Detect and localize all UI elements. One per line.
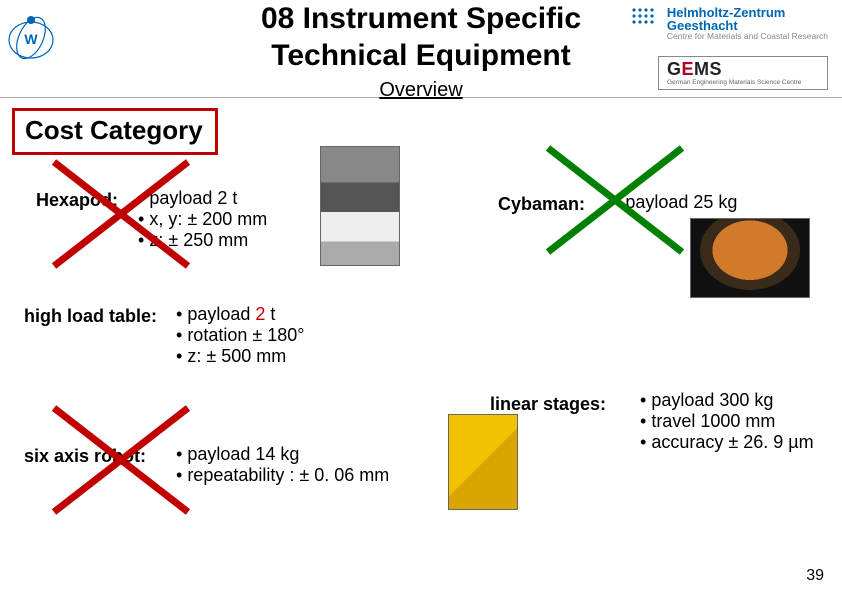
gems-sub: German Engineering Materials Science Cen…: [667, 80, 819, 87]
cost-category-box: Cost Category: [12, 108, 218, 155]
six-axis-robot-label: six axis robot:: [24, 446, 146, 467]
cybaman-bullet-1: payload 25 kg: [614, 192, 737, 213]
hexapod-bullet-3: z: ± 250 mm: [138, 230, 267, 251]
cybaman-bullets: payload 25 kg: [614, 192, 737, 213]
gems-logo: GEMS German Engineering Materials Scienc…: [658, 56, 828, 90]
hexapod-image: [320, 146, 400, 266]
gems-m: M: [694, 59, 710, 79]
high-load-table-label: high load table:: [24, 306, 157, 327]
linear-stages-bullets: payload 300 kg travel 1000 mm accuracy ±…: [640, 390, 814, 453]
logo-right-hz: Helmholtz-Zentrum Geesthacht Centre for …: [630, 6, 828, 41]
ls-bullet-1: payload 300 kg: [640, 390, 814, 411]
hz-dots-icon: [630, 6, 656, 36]
hlt-bullet-1: payload 2 t: [176, 304, 304, 325]
robot-image: [448, 414, 518, 510]
gems-g: G: [667, 59, 682, 79]
hexapod-bullet-1: payload 2 t: [138, 188, 267, 209]
hexapod-bullet-2: x, y: ± 200 mm: [138, 209, 267, 230]
hz-line3: Centre for Materials and Coastal Researc…: [667, 32, 828, 41]
hlt-bullet-3: z: ± 500 mm: [176, 346, 304, 367]
page-number: 39: [806, 567, 824, 585]
linear-stages-label: linear stages:: [490, 394, 606, 415]
header: W 08 Instrument Specific Technical Equip…: [0, 0, 842, 98]
robot-bullet-2: repeatability : ± 0. 06 mm: [176, 465, 389, 486]
high-load-table-bullets: payload 2 t rotation ± 180° z: ± 500 mm: [176, 304, 304, 367]
ls-bullet-2: travel 1000 mm: [640, 411, 814, 432]
six-axis-robot-bullets: payload 14 kg repeatability : ± 0. 06 mm: [176, 444, 389, 486]
ls-bullet-3: accuracy ± 26. 9 µm: [640, 432, 814, 453]
hexapod-bullets: payload 2 t x, y: ± 200 mm z: ± 250 mm: [138, 188, 267, 251]
cybaman-label: Cybaman:: [498, 194, 585, 215]
gems-e: E: [682, 59, 695, 79]
hexapod-label: Hexapod:: [36, 190, 118, 211]
gems-s: S: [710, 59, 723, 79]
cybaman-image: [690, 218, 810, 298]
hlt-bullet-2: rotation ± 180°: [176, 325, 304, 346]
robot-bullet-1: payload 14 kg: [176, 444, 389, 465]
